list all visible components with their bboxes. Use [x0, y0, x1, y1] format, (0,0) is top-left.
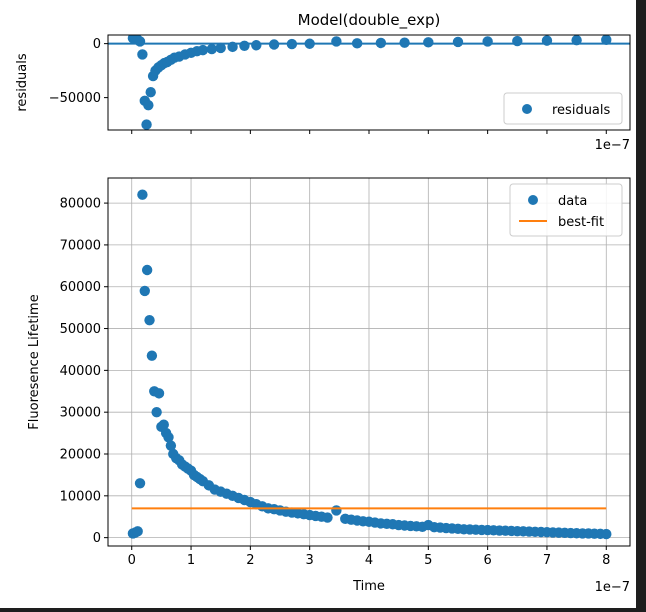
data-point	[601, 35, 612, 46]
y-tick-label: 40000	[60, 364, 101, 379]
data-point	[141, 264, 153, 276]
y-tick-label: 70000	[60, 238, 101, 253]
figure-canvas: 0 −50000 1e−7 Model(double_exp) residuals res…	[0, 0, 636, 608]
data-point	[206, 43, 218, 55]
data-point	[137, 189, 148, 200]
y-tick-label: 0	[93, 531, 101, 546]
y-tick-label: 20000	[60, 448, 101, 463]
data-point	[151, 406, 162, 418]
panel-residuals: 0 −50000 1e−7 Model(double_exp) residuals res…	[15, 11, 631, 153]
x-tick-label: 6	[483, 553, 491, 568]
x-axis-label: Time	[352, 579, 385, 594]
data-point	[423, 37, 434, 48]
y-tick-label: 80000	[60, 197, 101, 212]
y-tick-label: −50000	[49, 91, 101, 106]
data-point	[268, 39, 280, 50]
panel-data: 0 10000 20000 30000 40000 50000 60000 70000 8000…	[27, 177, 631, 595]
data-point	[134, 36, 146, 47]
y-tick-label: 50000	[60, 322, 101, 337]
data-point	[227, 41, 238, 53]
legend-label: residuals	[552, 103, 611, 118]
data-point	[146, 350, 158, 361]
data-point	[331, 505, 342, 516]
legend-swatch-marker	[528, 195, 538, 205]
data-point	[141, 119, 152, 130]
data-point	[145, 87, 156, 98]
data-point	[139, 285, 150, 297]
x-tick-label: 1	[187, 553, 195, 568]
y-axis-label: Fluoresence Lifetime	[27, 294, 42, 429]
data-point	[197, 44, 209, 56]
y-tick-label: 30000	[60, 406, 101, 421]
x-scale-label: 1e−7	[595, 580, 630, 595]
data-point	[143, 99, 154, 111]
x-tick-label: 8	[602, 553, 610, 568]
data-point	[512, 35, 523, 47]
x-tick-label: 3	[306, 553, 314, 568]
data-point	[158, 419, 169, 430]
data-point	[375, 37, 387, 49]
y-axis-label: residuals	[15, 53, 30, 112]
x-scale-label: 1e−7	[595, 138, 630, 153]
legend-label: best-fit	[558, 215, 604, 230]
data-point	[134, 478, 146, 489]
y-tick-label: 10000	[60, 489, 101, 504]
y-tick-label: 60000	[60, 280, 101, 295]
data-point	[304, 38, 315, 49]
chart-title: Model(double_exp)	[298, 11, 441, 30]
legend: data best-fit	[509, 183, 623, 237]
data-point	[215, 42, 226, 54]
data-point	[132, 526, 143, 537]
chart-svg: 0 −50000 1e−7 Model(double_exp) residuals res…	[15, 11, 631, 595]
legend-swatch-marker	[522, 104, 532, 114]
x-tick-label: 2	[246, 553, 254, 568]
x-tick-label: 4	[365, 553, 373, 568]
data-point	[331, 36, 342, 47]
legend-box	[509, 183, 623, 237]
plot-area	[127, 35, 612, 130]
x-tick-label: 0	[128, 553, 136, 568]
data-point	[399, 37, 410, 48]
data-point	[137, 49, 148, 60]
data-point	[351, 38, 363, 49]
data-point	[571, 35, 582, 46]
legend-label: data	[558, 194, 587, 209]
y-tick-label: 0	[93, 37, 101, 52]
data-point	[601, 528, 612, 540]
x-tick-label: 5	[424, 553, 432, 568]
data-point	[163, 432, 174, 443]
x-tick-label: 7	[543, 553, 551, 568]
data-point	[482, 36, 493, 47]
legend: residuals	[503, 92, 623, 125]
data-point	[165, 440, 177, 451]
data-point	[144, 314, 155, 326]
legend-box	[503, 92, 623, 125]
data-point	[251, 40, 262, 51]
data-point	[239, 40, 250, 51]
plot-area	[127, 189, 612, 540]
data-point	[286, 38, 298, 50]
data-point	[322, 512, 333, 523]
data-point	[541, 35, 553, 46]
data-point	[452, 36, 464, 48]
data-point	[153, 388, 165, 399]
